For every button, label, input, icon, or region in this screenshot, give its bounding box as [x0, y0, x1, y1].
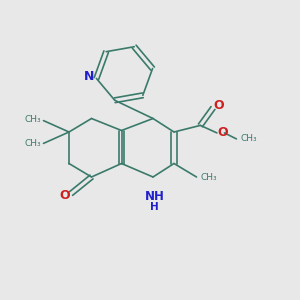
Text: H: H — [150, 202, 159, 212]
Text: O: O — [217, 126, 228, 140]
Text: CH₃: CH₃ — [201, 173, 217, 182]
Text: CH₃: CH₃ — [25, 140, 41, 148]
Text: O: O — [59, 189, 70, 203]
Text: O: O — [213, 99, 224, 112]
Text: CH₃: CH₃ — [25, 116, 41, 124]
Text: NH: NH — [145, 190, 164, 202]
Text: CH₃: CH₃ — [241, 134, 257, 143]
Text: N: N — [84, 70, 94, 83]
